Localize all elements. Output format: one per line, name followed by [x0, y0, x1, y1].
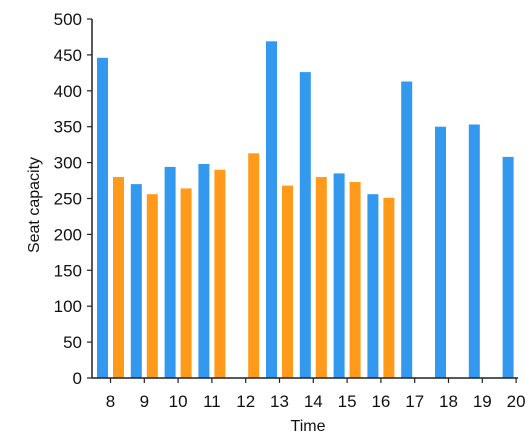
y-tick-label: 150 [54, 261, 82, 280]
x-tick-label-15: 15 [338, 392, 357, 411]
y-tick-label: 100 [54, 297, 82, 316]
bar-17-series-1 [401, 81, 413, 378]
bar-15-series-2 [349, 182, 361, 378]
x-tick-label-10: 10 [169, 392, 188, 411]
bar-13-series-2 [282, 185, 293, 378]
bar-9-series-2 [146, 194, 158, 378]
y-tick-label: 500 [54, 10, 82, 29]
bars [97, 41, 514, 379]
bar-13-series-1 [266, 41, 277, 379]
y-tick-label: 200 [54, 225, 82, 244]
x-tick-label-12: 12 [236, 392, 255, 411]
x-tick-label-18: 18 [439, 392, 458, 411]
bar-11-series-1 [198, 164, 210, 378]
bar-16-series-2 [383, 197, 395, 378]
x-tick-label-19: 19 [473, 392, 492, 411]
bar-11-series-2 [214, 169, 226, 378]
y-tick-label: 0 [73, 369, 82, 388]
x-tick-label-13: 13 [270, 392, 289, 411]
y-tick-label: 250 [54, 190, 82, 209]
bar-20-series-1 [502, 156, 514, 378]
bar-16-series-1 [367, 194, 379, 378]
x-tick-label-16: 16 [371, 392, 390, 411]
bar-15-series-1 [333, 173, 345, 378]
bar-19-series-1 [468, 124, 480, 378]
y-axis-title: Seat capacity [26, 157, 43, 253]
x-tick-label-8: 8 [106, 392, 115, 411]
bar-12-series-2 [248, 153, 260, 378]
bar-14-series-2 [315, 177, 327, 378]
x-tick-label-14: 14 [304, 392, 323, 411]
y-tick-label: 300 [54, 154, 82, 173]
y-tick-label: 450 [54, 46, 82, 65]
bar-10-series-1 [164, 166, 176, 378]
y-tick-label: 400 [54, 82, 82, 101]
x-axis-ticks: 8 9 10 11 12 13 14 15 16 17 18 19 20 [106, 378, 526, 411]
y-tick-label: 50 [63, 333, 82, 352]
bar-14-series-1 [299, 72, 311, 378]
x-tick-label-9: 9 [140, 392, 149, 411]
x-tick-label-17: 17 [405, 392, 424, 411]
x-axis-title: Time [291, 418, 326, 435]
bar-9-series-1 [130, 184, 142, 378]
y-tick-label: 350 [54, 118, 82, 137]
bar-18-series-1 [435, 126, 446, 378]
x-tick-label-11: 11 [203, 392, 221, 411]
bar-10-series-2 [180, 188, 192, 378]
x-tick-label-20: 20 [507, 392, 526, 411]
y-axis-ticks: 0 50 100 150 200 250 300 350 400 450 500 [54, 10, 92, 388]
bar-8-series-2 [113, 177, 124, 378]
bar-8-series-1 [97, 57, 108, 379]
